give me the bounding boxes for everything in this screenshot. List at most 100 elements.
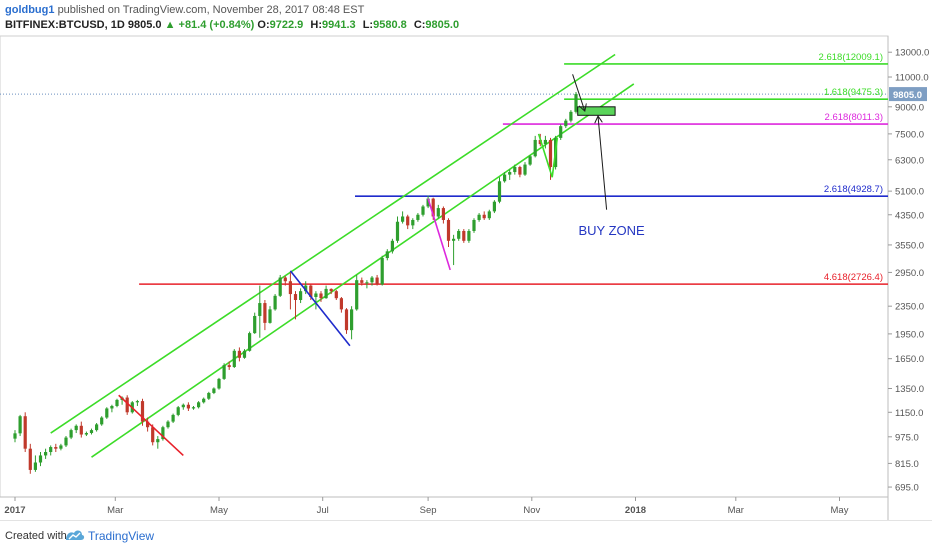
x-tick-label: Mar <box>728 505 744 516</box>
candle-body <box>217 378 221 389</box>
y-tick-label: 2350.0 <box>895 302 924 313</box>
candle-body <box>146 421 150 428</box>
candle-body <box>508 172 512 175</box>
created-with-text: Created with <box>5 530 67 542</box>
candle-body <box>385 251 389 259</box>
candle-body <box>477 214 481 220</box>
x-tick-label: May <box>831 505 849 516</box>
candle-body <box>355 280 359 310</box>
y-tick-label: 4350.0 <box>895 210 924 221</box>
channel-line[interactable] <box>50 53 616 434</box>
tradingview-logo-icon <box>66 530 85 540</box>
tradingview-brand-link[interactable]: TradingView <box>88 529 155 543</box>
x-tick-label: May <box>210 505 228 516</box>
buy-zone-label: BUY ZONE <box>578 223 645 238</box>
candle-body <box>242 350 247 358</box>
candle-body <box>518 167 522 175</box>
x-tick-label: 2017 <box>4 505 25 516</box>
candle-body <box>13 433 17 439</box>
y-tick-label: 2950.0 <box>895 268 924 279</box>
candle-body <box>89 430 94 434</box>
candle-body <box>339 298 343 310</box>
candle-body <box>559 126 563 138</box>
candle-body <box>186 404 190 409</box>
correction-trendline[interactable] <box>551 137 559 178</box>
close-label: C: <box>413 19 426 31</box>
y-tick-label: 1350.0 <box>895 384 924 395</box>
candle-body <box>237 350 241 358</box>
pointer-arrow[interactable] <box>572 74 585 110</box>
y-tick-label: 13000.0 <box>895 48 929 59</box>
candle-body <box>360 280 364 283</box>
y-tick-label: 975.0 <box>895 432 919 443</box>
candle-body <box>523 164 527 175</box>
candle-body <box>263 303 267 323</box>
fib-level-label: 2.618(12009.1) <box>819 52 883 63</box>
buy-zone-arrow[interactable] <box>598 117 608 210</box>
publish-line: goldbug1 published on TradingView.com, N… <box>5 4 364 16</box>
candle-body <box>64 437 68 446</box>
chart-header: goldbug1 published on TradingView.com, N… <box>0 0 932 36</box>
y-tick-label: 1950.0 <box>895 329 924 340</box>
candle-body <box>100 417 104 425</box>
symbol-name[interactable]: BITFINEX:BTCUSD, 1D <box>5 19 125 31</box>
candle-body <box>288 281 292 295</box>
candle-body <box>528 156 532 165</box>
candle-body <box>543 139 547 145</box>
candle-body <box>253 315 257 334</box>
candle-body <box>278 277 282 296</box>
candle-body <box>171 414 175 422</box>
candle-body <box>472 219 476 231</box>
candle-body <box>431 198 435 217</box>
price-chart[interactable]: 13000.0 11000.0 9000.0 7500.0 6300.0 5100.0 43… <box>0 0 932 520</box>
correction-trendline[interactable] <box>537 133 553 178</box>
candle-body <box>258 303 262 316</box>
candle-body <box>380 258 384 285</box>
y-tick-label: 5100.0 <box>895 187 924 198</box>
y-tick-label: 695.0 <box>895 483 919 494</box>
candle-body <box>574 94 578 112</box>
candle-body <box>395 221 400 241</box>
candle-body <box>151 427 155 443</box>
fib-level-label: 1.618(9475.3) <box>824 87 883 98</box>
correction-trendline[interactable] <box>118 394 184 457</box>
y-tick-label: 1150.0 <box>895 408 923 419</box>
correction-trendline[interactable] <box>427 198 451 271</box>
candle-body <box>309 285 313 297</box>
candle-body <box>28 448 32 470</box>
candle-body <box>426 198 430 207</box>
high-value: 9941.3 <box>321 19 356 31</box>
candle-body <box>197 402 201 408</box>
candle-body <box>33 462 37 470</box>
y-tick-label: 1650.0 <box>895 354 924 365</box>
low-label: L: <box>362 19 374 31</box>
candle-body <box>293 294 298 300</box>
y-tick-label: 6300.0 <box>895 155 924 166</box>
candle-body <box>227 365 231 368</box>
candle-body <box>166 421 170 428</box>
fib-level-label: 4.618(2726.4) <box>824 272 883 283</box>
candle-body <box>69 430 73 438</box>
candle-body <box>156 439 160 443</box>
symbol-line: BITFINEX:BTCUSD, 1D 9805.0 ▲ +81.4 (+0.8… <box>5 19 463 31</box>
candle-body <box>135 401 139 403</box>
fib-level-label: 2.618(4928.7) <box>824 184 883 195</box>
candle-body <box>436 208 440 217</box>
candle-body <box>513 167 517 173</box>
candle-body <box>457 230 461 239</box>
candle-body <box>84 433 88 435</box>
candle-body <box>538 139 542 145</box>
candle-body <box>492 201 496 212</box>
x-tick-label: Jul <box>317 505 329 516</box>
candle-body <box>299 291 303 300</box>
candle-body <box>350 309 354 331</box>
candle-body <box>202 398 206 403</box>
candle-body <box>181 404 185 408</box>
published-text: published on TradingView.com, November 2… <box>57 4 365 16</box>
author-link[interactable]: goldbug1 <box>5 4 55 16</box>
open-label: O: <box>257 19 270 31</box>
candle-body <box>79 425 83 435</box>
fib-level-label: 2.618(8011.3) <box>825 112 883 123</box>
correction-trendline[interactable] <box>289 270 351 347</box>
channel-line[interactable] <box>91 83 635 458</box>
